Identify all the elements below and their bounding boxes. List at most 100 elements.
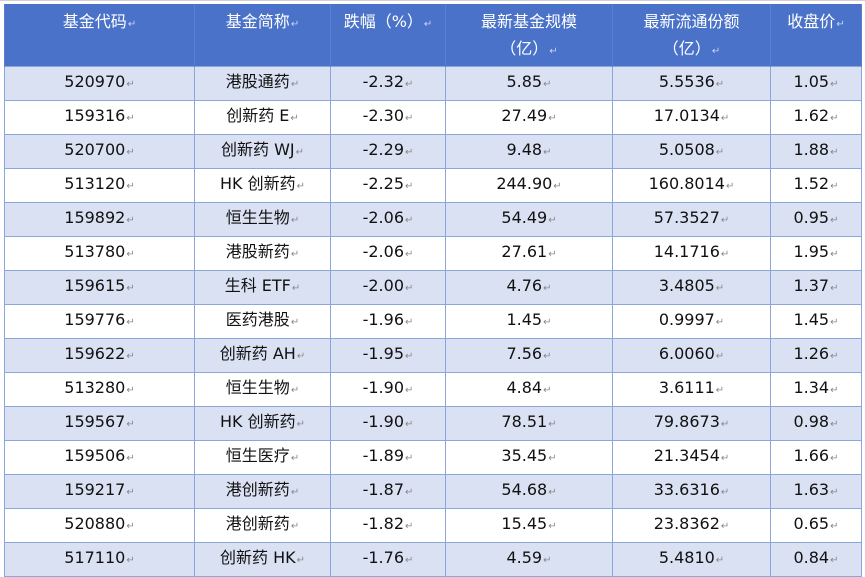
cell-change: -1.90↵: [330, 372, 446, 407]
cell-change: -1.82↵: [330, 508, 446, 543]
cell-code: 520970↵: [4, 66, 195, 101]
cell-scale: 54.68↵: [445, 474, 613, 509]
table-row: 520880↵ 港创新药↵ -1.82↵ 15.45↵ 23.8362↵ 0.65↵: [4, 508, 862, 543]
table-row: 159567↵ HK 创新药↵ -1.90↵ 78.51↵ 79.8673↵ 0.98↵: [4, 406, 862, 441]
cell-change: -1.95↵: [330, 338, 446, 373]
cell-change: -1.87↵: [330, 474, 446, 509]
cell-shares: 79.8673↵: [612, 406, 771, 441]
cell-name: 恒生医疗↵: [194, 440, 331, 475]
cell-scale: 5.85↵: [445, 66, 613, 101]
cell-shares: 0.9997↵: [612, 304, 771, 339]
cell-name: 港股新药↵: [194, 236, 331, 271]
cell-name: 港股通药↵: [194, 66, 331, 101]
cell-scale: 4.59↵: [445, 542, 613, 577]
cell-shares: 5.0508↵: [612, 134, 771, 169]
cell-code: 159622↵: [4, 338, 195, 373]
cell-close: 1.62↵: [770, 100, 862, 135]
cell-scale: 35.45↵: [445, 440, 613, 475]
table-row: 513780↵ 港股新药↵ -2.06↵ 27.61↵ 14.1716↵ 1.95↵: [4, 236, 862, 271]
table-body: 520970↵ 港股通药↵ -2.32↵ 5.85↵ 5.5536↵ 1.05↵ 15931…: [4, 66, 862, 577]
cell-close: 1.34↵: [770, 372, 862, 407]
cell-close: 0.65↵: [770, 508, 862, 543]
cell-change: -2.25↵: [330, 168, 446, 203]
header-scale-line1: 最新基金规模: [480, 12, 577, 31]
cell-code: 159506↵: [4, 440, 195, 475]
cell-shares: 6.0060↵: [612, 338, 771, 373]
cell-close: 0.84↵: [770, 542, 862, 577]
cell-shares: 160.8014↵: [612, 168, 771, 203]
table-row: 513120↵ HK 创新药↵ -2.25↵ 244.90↵ 160.8014↵ 1.52…: [4, 168, 862, 203]
cell-scale: 4.84↵: [445, 372, 613, 407]
cell-code: 520880↵: [4, 508, 195, 543]
table-row: 159622↵ 创新药 AH↵ -1.95↵ 7.56↵ 6.0060↵ 1.26↵: [4, 338, 862, 373]
cell-scale: 27.61↵: [445, 236, 613, 271]
cell-code: 517110↵: [4, 542, 195, 577]
cell-code: 159316↵: [4, 100, 195, 135]
table-row: 159615↵ 生科 ETF↵ -2.00↵ 4.76↵ 3.4805↵ 1.37↵: [4, 270, 862, 305]
cell-name: 恒生生物↵: [194, 202, 331, 237]
cell-name: HK 创新药↵: [194, 168, 331, 203]
cell-name: 恒生生物↵: [194, 372, 331, 407]
cell-shares: 17.0134↵: [612, 100, 771, 135]
cell-scale: 9.48↵: [445, 134, 613, 169]
cell-close: 1.95↵: [770, 236, 862, 271]
cell-shares: 23.8362↵: [612, 508, 771, 543]
cell-change: -1.76↵: [330, 542, 446, 577]
cell-change: -2.06↵: [330, 236, 446, 271]
cell-code: 159567↵: [4, 406, 195, 441]
header-name: 基金简称↵: [194, 4, 331, 67]
cell-scale: 7.56↵: [445, 338, 613, 373]
header-code: 基金代码↵: [4, 4, 195, 67]
cell-close: 1.52↵: [770, 168, 862, 203]
cell-name: 港创新药↵: [194, 508, 331, 543]
cell-change: -1.96↵: [330, 304, 446, 339]
header-scale: 最新基金规模 （亿）↵: [445, 4, 613, 67]
table-row: 513280↵ 恒生生物↵ -1.90↵ 4.84↵ 3.6111↵ 1.34↵: [4, 372, 862, 407]
cell-close: 1.63↵: [770, 474, 862, 509]
cell-scale: 27.49↵: [445, 100, 613, 135]
table-row: 517110↵ 创新药 HK↵ -1.76↵ 4.59↵ 5.4810↵ 0.84↵: [4, 542, 862, 577]
table-row: 159892↵ 恒生生物↵ -2.06↵ 54.49↵ 57.3527↵ 0.95↵: [4, 202, 862, 237]
cell-scale: 244.90↵: [445, 168, 613, 203]
header-shares-line2: （亿）↵: [662, 39, 721, 58]
header-close: 收盘价↵: [770, 4, 862, 67]
cell-change: -2.06↵: [330, 202, 446, 237]
cell-scale: 1.45↵: [445, 304, 613, 339]
cell-shares: 3.6111↵: [612, 372, 771, 407]
cell-close: 1.26↵: [770, 338, 862, 373]
cell-shares: 5.5536↵: [612, 66, 771, 101]
cell-name: 创新药 AH↵: [194, 338, 331, 373]
cell-shares: 5.4810↵: [612, 542, 771, 577]
cell-name: 医药港股↵: [194, 304, 331, 339]
header-scale-line2: （亿）↵: [500, 39, 558, 58]
top-ruler-line: [0, 0, 865, 1]
cell-name: 创新药 E↵: [194, 100, 331, 135]
fund-table: 基金代码↵ 基金简称↵ 跌幅（%）↵ 最新基金规模 （亿）↵ 最新流通份额 （亿…: [4, 4, 862, 577]
cell-shares: 57.3527↵: [612, 202, 771, 237]
cell-code: 513780↵: [4, 236, 195, 271]
cell-scale: 54.49↵: [445, 202, 613, 237]
cell-scale: 78.51↵: [445, 406, 613, 441]
cell-close: 1.66↵: [770, 440, 862, 475]
cell-change: -2.32↵: [330, 66, 446, 101]
cell-shares: 3.4805↵: [612, 270, 771, 305]
cell-name: 生科 ETF↵: [194, 270, 331, 305]
cell-change: -1.89↵: [330, 440, 446, 475]
cell-code: 159776↵: [4, 304, 195, 339]
cell-code: 159217↵: [4, 474, 195, 509]
cell-scale: 4.76↵: [445, 270, 613, 305]
table-row: 159316↵ 创新药 E↵ -2.30↵ 27.49↵ 17.0134↵ 1.62↵: [4, 100, 862, 135]
cell-change: -2.29↵: [330, 134, 446, 169]
header-change: 跌幅（%）↵: [330, 4, 446, 67]
header-shares: 最新流通份额 （亿）↵: [612, 4, 771, 67]
table-row: 159776↵ 医药港股↵ -1.96↵ 1.45↵ 0.9997↵ 1.45↵: [4, 304, 862, 339]
cell-code: 513120↵: [4, 168, 195, 203]
cell-code: 520700↵: [4, 134, 195, 169]
cell-scale: 15.45↵: [445, 508, 613, 543]
cell-shares: 33.6316↵: [612, 474, 771, 509]
cell-shares: 14.1716↵: [612, 236, 771, 271]
cell-name: 创新药 HK↵: [194, 542, 331, 577]
table-header-row: 基金代码↵ 基金简称↵ 跌幅（%）↵ 最新基金规模 （亿）↵ 最新流通份额 （亿…: [4, 4, 862, 67]
cell-code: 513280↵: [4, 372, 195, 407]
